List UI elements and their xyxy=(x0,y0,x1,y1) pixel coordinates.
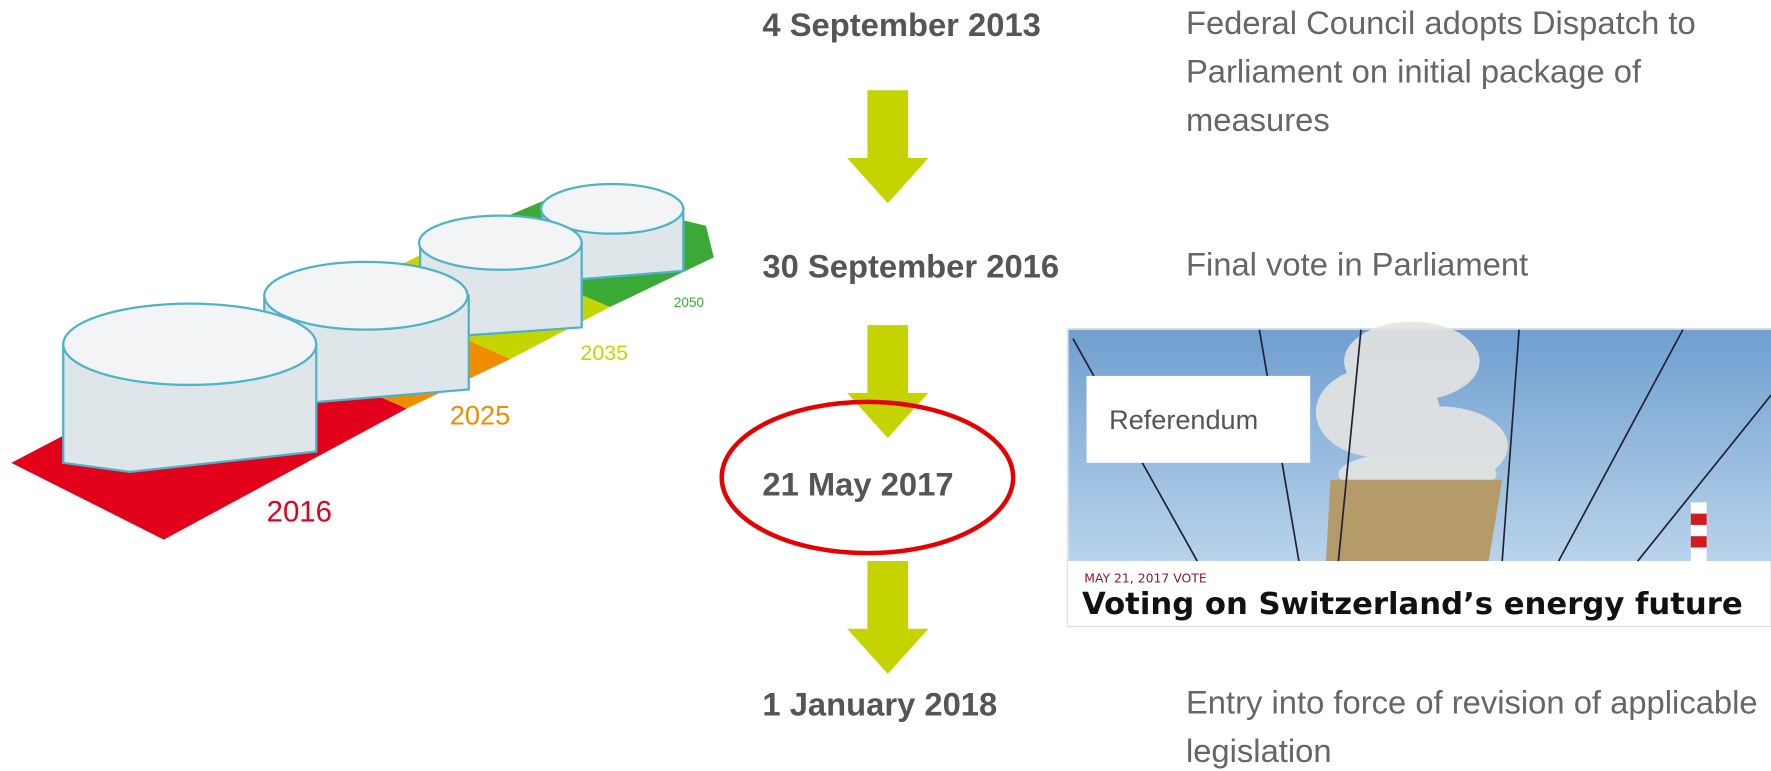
year-label: 2035 xyxy=(580,341,628,365)
kicker: MAY 21, 2017 VOTE xyxy=(1084,570,1207,585)
news-card: Referendum MAY 21, 2017 VOTE Voting on S… xyxy=(1066,321,1771,628)
description-box: Entry into force of revision of applicab… xyxy=(1185,685,1758,770)
arrow xyxy=(847,561,929,674)
highlight-circle xyxy=(719,399,1016,556)
arrow xyxy=(847,325,929,438)
chimney xyxy=(1690,502,1707,562)
date: 30 September 2016 xyxy=(762,248,1059,285)
year-label: 2016 xyxy=(267,496,332,529)
cooling-tower xyxy=(1325,479,1503,562)
description-box: Federal Council adopts Dispatch to Parli… xyxy=(1185,5,1696,139)
headline: Voting on Switzerland’s energy future xyxy=(1082,587,1743,622)
date: 1 January 2018 xyxy=(762,686,997,723)
label: Referendum xyxy=(1109,404,1258,435)
buildings xyxy=(62,182,685,473)
illustration: 2016 2025 2035 2050 xyxy=(11,182,714,540)
smoke xyxy=(1315,321,1508,497)
description: Final vote in Parliament xyxy=(1185,247,1529,284)
description: Federal Council adopts Dispatch to Parli… xyxy=(1185,5,1696,139)
arrows xyxy=(847,90,929,674)
description-box: Final vote in Parliament xyxy=(1185,247,1529,284)
year-label: 2025 xyxy=(450,399,510,430)
date: 4 September 2013 xyxy=(762,6,1040,43)
date: 21 May 2017 xyxy=(762,466,953,503)
arrow xyxy=(847,90,929,204)
label-box xyxy=(1086,375,1311,463)
year-label: 2050 xyxy=(674,295,704,310)
description: Entry into force of revision of applicab… xyxy=(1185,685,1758,770)
